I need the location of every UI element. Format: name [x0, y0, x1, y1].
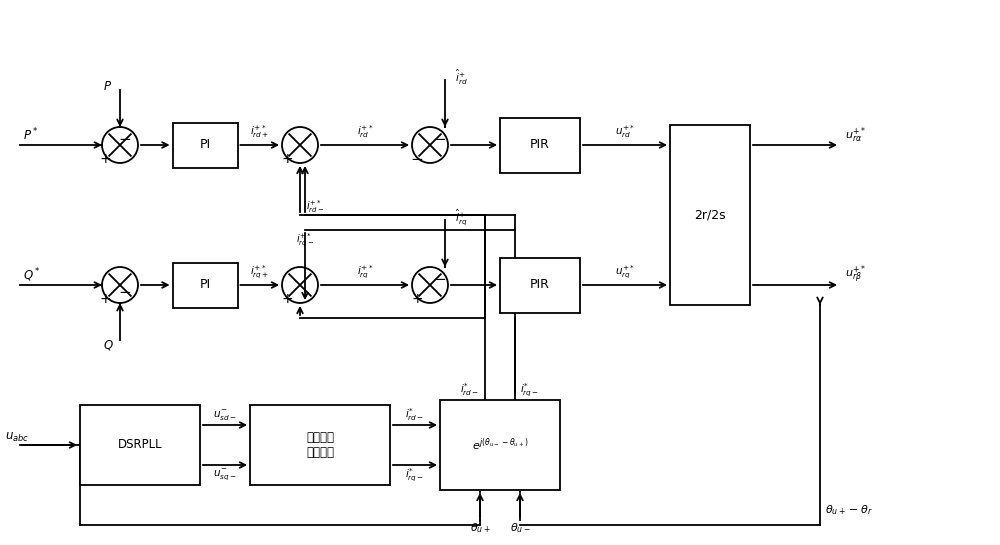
Text: $i_{rd-}^{*}$: $i_{rd-}^{*}$: [405, 407, 425, 423]
Circle shape: [282, 127, 318, 163]
FancyBboxPatch shape: [500, 118, 580, 173]
Text: $i_{rd-}^{+*}$: $i_{rd-}^{+*}$: [306, 198, 324, 215]
Text: PI: PI: [199, 278, 211, 292]
Text: $\theta_{u-}$: $\theta_{u-}$: [510, 521, 530, 535]
Text: −: −: [433, 272, 446, 287]
Text: $u_{sd-}^{-}$: $u_{sd-}^{-}$: [213, 408, 237, 422]
Text: $u_{rd}^{+*}$: $u_{rd}^{+*}$: [615, 124, 635, 141]
Text: +: +: [99, 292, 111, 306]
FancyBboxPatch shape: [440, 400, 560, 490]
Text: $P$: $P$: [103, 81, 113, 94]
Text: $i_{rd+}^{+*}$: $i_{rd+}^{+*}$: [250, 124, 269, 141]
Text: −: −: [433, 132, 446, 147]
Text: +: +: [411, 292, 423, 306]
FancyBboxPatch shape: [173, 123, 238, 167]
Circle shape: [102, 127, 138, 163]
Text: $i_{rq-}^{*}$: $i_{rq-}^{*}$: [520, 382, 540, 399]
Text: $P^*$: $P^*$: [23, 126, 39, 143]
Text: $\theta_{u+}-\theta_r$: $\theta_{u+}-\theta_r$: [825, 503, 873, 517]
Text: $u_{r\beta}^{+*}$: $u_{r\beta}^{+*}$: [845, 264, 866, 286]
Text: +: +: [281, 152, 293, 166]
Text: $i_{rd}^{+*}$: $i_{rd}^{+*}$: [357, 124, 373, 141]
Text: 负序电流
指令计算: 负序电流 指令计算: [306, 431, 334, 459]
Text: $e^{j(\theta_{u-}-\theta_{u+})}$: $e^{j(\theta_{u-}-\theta_{u+})}$: [472, 437, 528, 453]
Text: 2r/2s: 2r/2s: [694, 209, 726, 221]
Text: $u_{abc}$: $u_{abc}$: [5, 431, 29, 444]
Circle shape: [102, 267, 138, 303]
Text: PI: PI: [199, 138, 211, 152]
Text: $u_{rq}^{+*}$: $u_{rq}^{+*}$: [615, 263, 635, 281]
Text: $\hat{i}_{rq}^{+}$: $\hat{i}_{rq}^{+}$: [455, 207, 468, 227]
Text: −: −: [411, 152, 423, 167]
FancyBboxPatch shape: [500, 257, 580, 312]
Text: $i_{rq+}^{+*}$: $i_{rq+}^{+*}$: [250, 263, 269, 281]
Circle shape: [282, 267, 318, 303]
Text: $Q$: $Q$: [103, 338, 113, 352]
Text: $i_{rq}^{+*}$: $i_{rq}^{+*}$: [357, 263, 373, 281]
Text: PIR: PIR: [530, 138, 550, 152]
Text: $i_{rq-}^{+*}$: $i_{rq-}^{+*}$: [296, 231, 314, 249]
Circle shape: [412, 267, 448, 303]
Circle shape: [412, 127, 448, 163]
Text: $\theta_{u+}$: $\theta_{u+}$: [470, 521, 490, 535]
Text: $u_{r\alpha}^{+*}$: $u_{r\alpha}^{+*}$: [845, 125, 866, 145]
Text: $Q^*$: $Q^*$: [23, 266, 41, 284]
Text: −: −: [119, 132, 131, 147]
Text: −: −: [119, 285, 131, 300]
FancyBboxPatch shape: [670, 125, 750, 305]
Text: +: +: [281, 292, 293, 306]
Text: $\hat{i}_{rd}^{+}$: $\hat{i}_{rd}^{+}$: [455, 68, 468, 87]
FancyBboxPatch shape: [173, 263, 238, 307]
FancyBboxPatch shape: [80, 405, 200, 485]
Text: $u_{sq-}^{-}$: $u_{sq-}^{-}$: [213, 468, 237, 482]
Text: PIR: PIR: [530, 278, 550, 292]
Text: +: +: [99, 152, 111, 166]
Text: $i_{rq-}^{*}$: $i_{rq-}^{*}$: [405, 467, 425, 484]
Text: DSRPLL: DSRPLL: [118, 439, 162, 451]
FancyBboxPatch shape: [250, 405, 390, 485]
Text: $i_{rd-}^{*}$: $i_{rd-}^{*}$: [460, 382, 480, 398]
